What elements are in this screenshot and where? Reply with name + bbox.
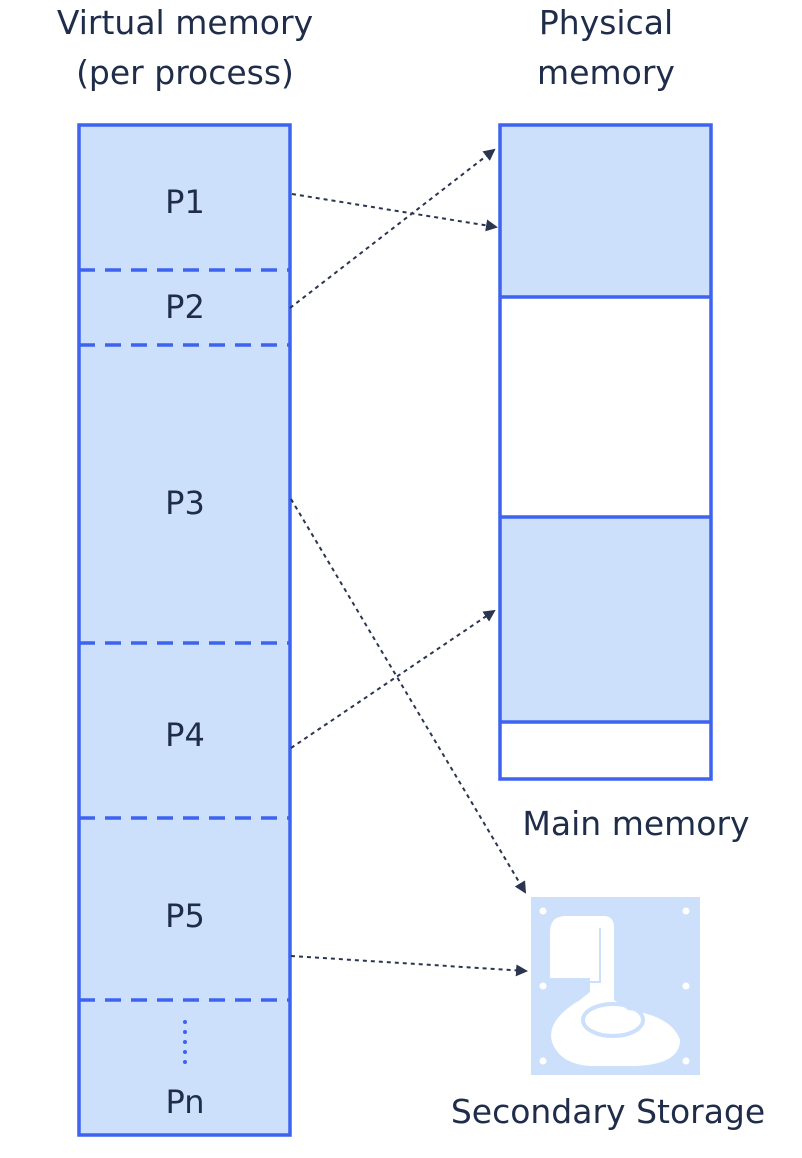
physical-memory-title: Physical	[539, 3, 673, 42]
frame-free	[500, 722, 711, 779]
page-label-p1: P1	[165, 183, 205, 221]
hard-disk-icon	[531, 897, 700, 1075]
physical-memory-column	[498, 123, 713, 781]
virtual-memory-box	[77, 123, 292, 1137]
mapping-arrow-p4	[290, 609, 496, 749]
page-label-p4: P4	[165, 716, 205, 754]
mapping-arrow-p5	[290, 955, 528, 977]
virtual-memory-column: P1 P2 P3 P4 P5 Pn	[77, 123, 292, 1137]
frame-used	[500, 125, 711, 297]
main-memory-caption: Main memory	[522, 804, 749, 843]
page-label-p5: P5	[165, 897, 205, 935]
frame-used	[500, 517, 711, 722]
physical-memory-subtitle: memory	[537, 53, 675, 92]
secondary-storage-caption: Secondary Storage	[451, 1092, 765, 1131]
page-label-p2: P2	[165, 288, 205, 326]
frame-free	[500, 297, 711, 517]
virtual-memory-title: Virtual memory	[57, 3, 313, 42]
mapping-arrow-p3	[290, 498, 527, 894]
mapping-arrow-p2	[289, 148, 496, 309]
ellipsis-dots	[183, 1020, 187, 1064]
page-label-pn: Pn	[165, 1083, 204, 1121]
mapping-arrow-p1	[291, 193, 498, 232]
page-label-p3: P3	[165, 484, 205, 522]
physical-memory-box	[498, 123, 713, 781]
virtual-memory-subtitle: (per process)	[76, 53, 294, 92]
